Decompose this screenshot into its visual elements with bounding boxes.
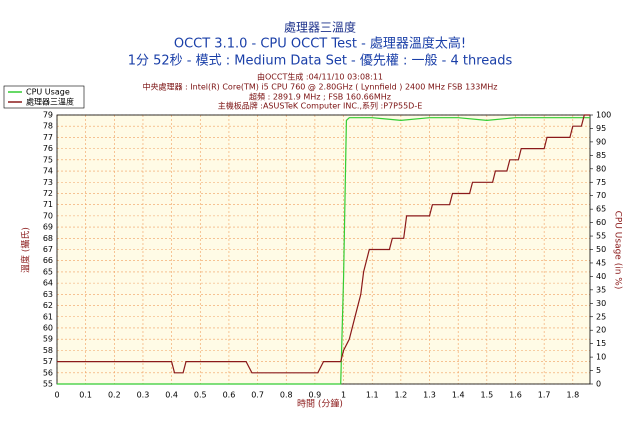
- x-tick-label: 0.1: [79, 391, 92, 400]
- y-tick-label: 71: [43, 200, 53, 209]
- x-tick-label: 1.6: [509, 391, 522, 400]
- y2-tick-label: 20: [596, 326, 606, 335]
- y2-tick-label: 50: [596, 245, 606, 254]
- y2-tick-label: 75: [596, 178, 606, 187]
- series-line: [57, 117, 590, 385]
- x-tick-label: 1.3: [423, 391, 436, 400]
- y2-tick-label: 30: [596, 299, 606, 308]
- y-tick-label: 58: [43, 346, 53, 355]
- y-tick-label: 61: [43, 312, 53, 321]
- y-tick-label: 69: [43, 223, 53, 232]
- y-tick-label: 78: [43, 122, 53, 131]
- y2-tick-label: 45: [596, 258, 606, 267]
- y2-tick-label: 0: [596, 380, 601, 389]
- x-tick-label: 0.8: [280, 391, 293, 400]
- x-tick-label: 0.2: [108, 391, 121, 400]
- x-tick-label: 0.7: [251, 391, 264, 400]
- y2-tick-label: 15: [596, 339, 606, 348]
- y-tick-label: 59: [43, 335, 53, 344]
- y-tick-label: 57: [43, 357, 53, 366]
- y-axis-label: 溫度 (攝氏): [20, 227, 32, 273]
- y-tick-label: 66: [43, 256, 53, 265]
- y-tick-label: 67: [43, 245, 53, 254]
- y2-tick-label: 95: [596, 124, 606, 133]
- y-tick-label: 72: [43, 189, 53, 198]
- y2-tick-label: 55: [596, 232, 606, 241]
- y-tick-label: 73: [43, 178, 53, 187]
- y2-tick-label: 35: [596, 285, 606, 294]
- x-tick-label: 1.7: [538, 391, 551, 400]
- y-tick-label: 62: [43, 301, 53, 310]
- x-tick-label: 0.6: [223, 391, 236, 400]
- y-tick-label: 56: [43, 368, 53, 377]
- x-tick-label: 1.1: [366, 391, 379, 400]
- x-tick-label: 0.3: [137, 391, 150, 400]
- legend-label: 處理器三溫度: [26, 97, 74, 107]
- y2-tick-label: 40: [596, 272, 606, 281]
- chart-subtitle: OCCT 3.1.0 - CPU OCCT Test - 處理器溫度太高!: [174, 36, 466, 52]
- y-tick-label: 64: [43, 279, 53, 288]
- y-tick-label: 75: [43, 155, 53, 164]
- y2-tick-label: 80: [596, 164, 606, 173]
- x-tick-label: 1.5: [480, 391, 493, 400]
- y2-tick-label: 25: [596, 312, 606, 321]
- y2-tick-label: 90: [596, 137, 606, 146]
- y-tick-label: 65: [43, 267, 53, 276]
- x-tick-label: 0.9: [309, 391, 322, 400]
- y-tick-label: 74: [43, 167, 53, 176]
- y-tick-label: 77: [43, 133, 53, 142]
- x-tick-label: 1: [341, 391, 346, 400]
- legend-label: CPU Usage: [26, 88, 70, 97]
- y2-tick-label: 70: [596, 191, 606, 200]
- series-line: [57, 114, 590, 374]
- legend-box: [3, 85, 85, 109]
- y-tick-label: 55: [43, 380, 53, 389]
- info-line: 主機板品牌 :ASUSTeK Computer INC.,系列 :P7P55D-…: [218, 101, 423, 111]
- x-tick-label: 1.8: [566, 391, 579, 400]
- x-tick-label: 1.2: [395, 391, 408, 400]
- info-line: 由OCCT生成 :04/11/10 03:08:11: [257, 72, 383, 82]
- x-axis-label: 時間 (分鐘): [297, 398, 343, 410]
- info-line: 中央處理器 : Intel(R) Core(TM) i5 CPU 760 @ 2…: [143, 82, 498, 92]
- y2-tick-label: 85: [596, 151, 606, 160]
- y-tick-label: 70: [43, 211, 53, 220]
- y2-tick-label: 5: [596, 366, 601, 375]
- y-tick-label: 63: [43, 290, 53, 299]
- y-tick-label: 79: [43, 111, 53, 120]
- y2-tick-label: 10: [596, 353, 606, 362]
- info-line: 超頻 : 2891.9 MHz ; FSB 160.66MHz: [249, 92, 391, 102]
- y-tick-label: 76: [43, 144, 53, 153]
- y2-tick-label: 65: [596, 205, 606, 214]
- x-tick-label: 0.5: [194, 391, 207, 400]
- y2-tick-label: 60: [596, 218, 606, 227]
- x-tick-label: 1.4: [452, 391, 465, 400]
- chart-subtitle: 1分 52秒 - 模式 : Medium Data Set - 優先權 : 一般…: [128, 53, 513, 69]
- chart-title: 處理器三溫度: [284, 20, 356, 35]
- y-tick-label: 68: [43, 234, 53, 243]
- x-tick-label: 0.4: [165, 391, 178, 400]
- x-tick-label: 0: [54, 391, 59, 400]
- y2-tick-label: 100: [596, 111, 611, 120]
- y-tick-label: 60: [43, 323, 53, 332]
- y2-axis-label: CPU Usage (in %): [613, 211, 623, 290]
